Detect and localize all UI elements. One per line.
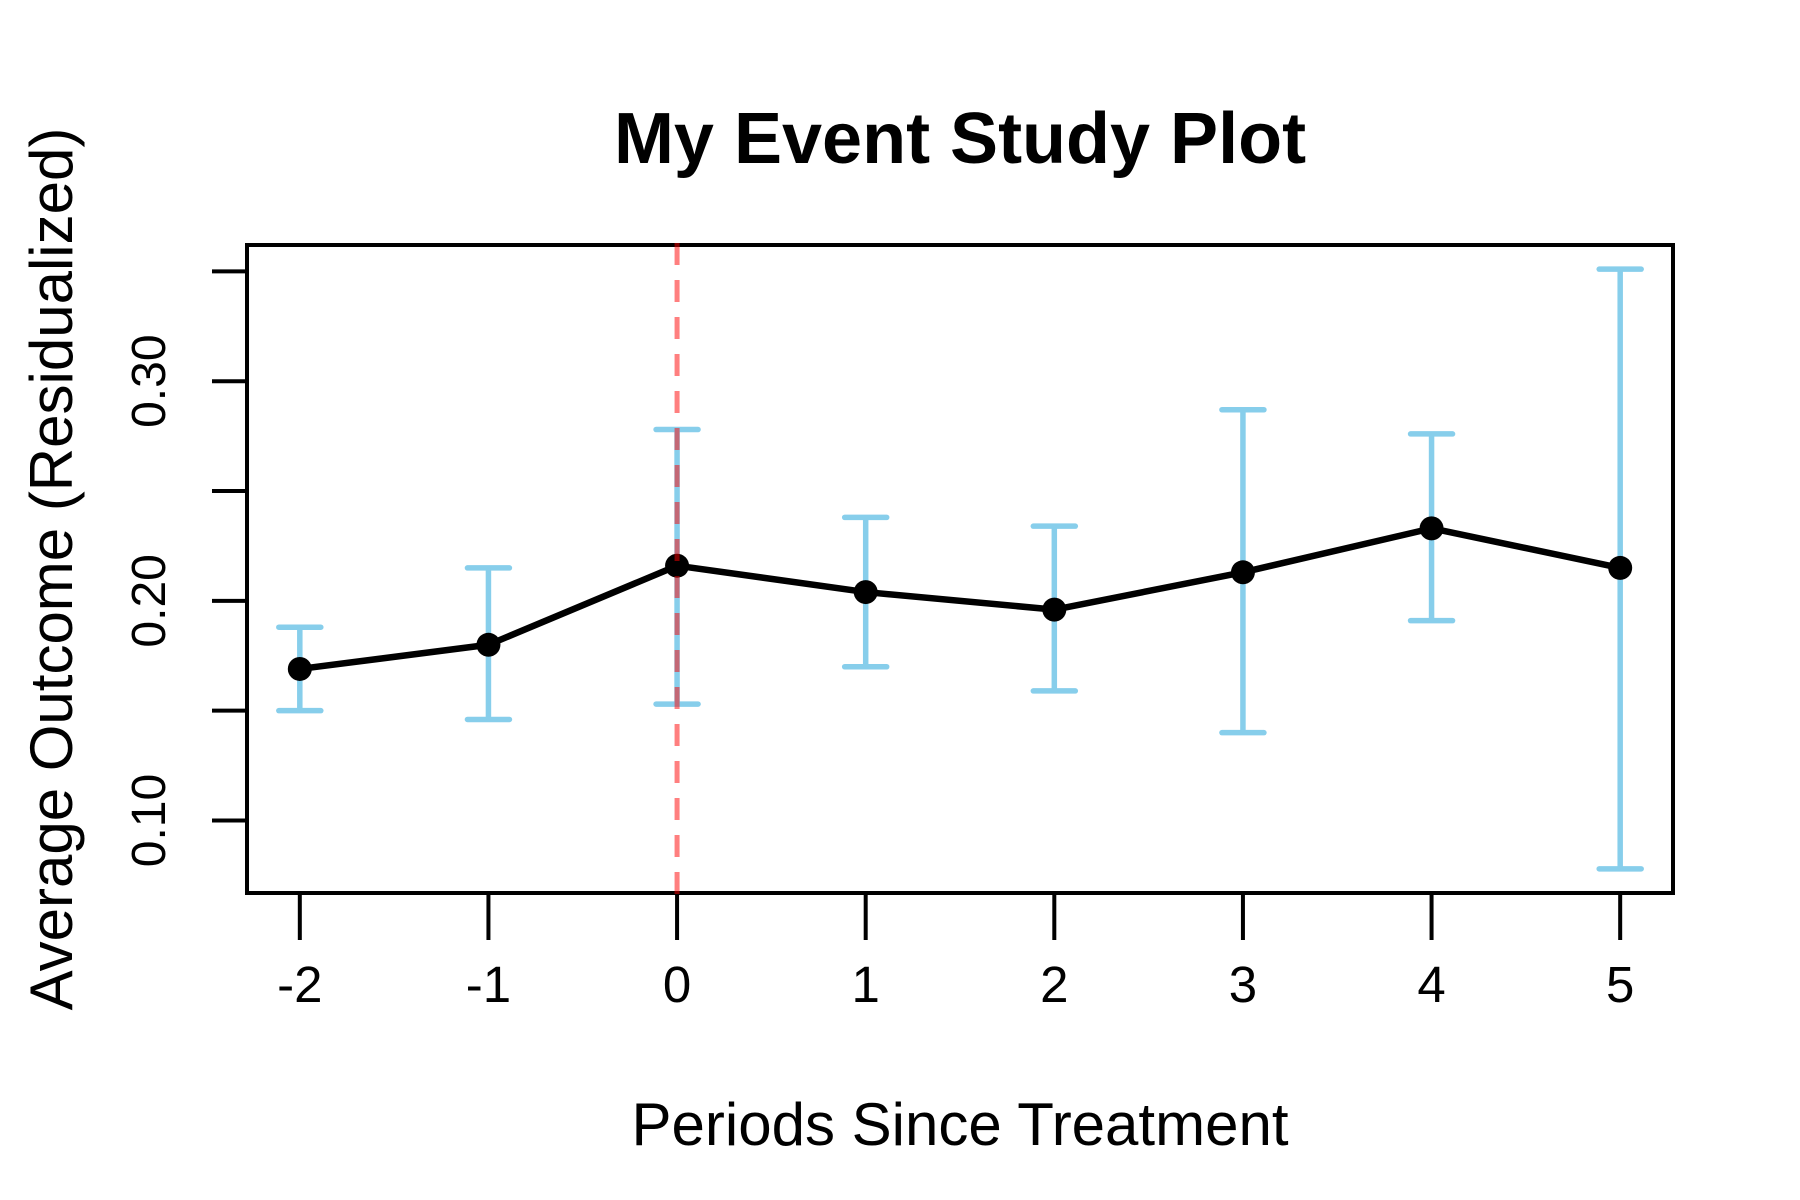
x-tick-label: 2	[1040, 956, 1068, 1013]
x-axis-label: Periods Since Treatment	[632, 1091, 1289, 1158]
y-tick-label: 0.10	[123, 774, 176, 867]
data-point	[287, 656, 312, 681]
x-tick-label: 0	[663, 956, 691, 1013]
axes-layer: -2 -1 0 1 2 3 4 5 0.10 0.20 0.30	[123, 269, 1634, 1013]
error-bars-layer	[276, 266, 1644, 872]
data-point	[1042, 597, 1067, 622]
data-point	[476, 632, 501, 657]
series-line	[299, 525, 1621, 673]
plot-border	[245, 243, 1675, 895]
y-tick-label: 0.30	[123, 334, 176, 427]
x-tick-label: -2	[277, 956, 322, 1013]
chart-title: My Event Study Plot	[614, 99, 1306, 179]
x-tick-label: -1	[466, 956, 511, 1013]
data-point	[1608, 555, 1633, 580]
x-tick-label: 3	[1229, 956, 1257, 1013]
series-line-layer	[299, 525, 1621, 673]
data-point	[853, 580, 878, 605]
x-tick-label: 4	[1417, 956, 1445, 1013]
y-axis-label: Average Outcome (Residualized)	[18, 128, 85, 1011]
data-point	[665, 553, 690, 578]
data-point	[1419, 516, 1444, 541]
x-tick-label: 1	[852, 956, 880, 1013]
x-tick-label: 5	[1606, 956, 1634, 1013]
data-points-layer	[287, 516, 1633, 681]
data-point	[1230, 560, 1255, 585]
y-tick-label: 0.20	[123, 554, 176, 647]
